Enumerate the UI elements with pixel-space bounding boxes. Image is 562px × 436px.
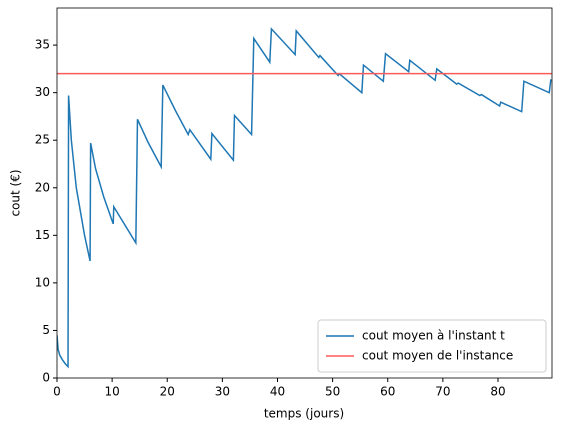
y-tick-label: 0 (42, 371, 50, 385)
y-axis-label: cout (€) (9, 169, 23, 216)
x-tick-label: 70 (435, 385, 450, 399)
x-tick-label: 30 (215, 385, 230, 399)
x-axis-label: temps (jours) (264, 407, 344, 421)
x-tick-label: 50 (325, 385, 340, 399)
plot-frame (56, 7, 553, 379)
x-tick-label: 0 (53, 385, 61, 399)
y-tick-label: 10 (35, 275, 50, 289)
data-line (57, 27, 552, 369)
x-tick-label: 10 (104, 385, 119, 399)
y-tick-label: 25 (35, 133, 50, 147)
y-tick-label: 5 (42, 323, 50, 337)
x-tick-label: 40 (270, 385, 285, 399)
legend-box (317, 319, 547, 373)
y-tick-label: 15 (35, 228, 50, 242)
x-tick-label: 80 (490, 385, 505, 399)
legend-label: cout moyen à l'instant t (362, 329, 505, 343)
x-tick-label: 60 (380, 385, 395, 399)
y-tick-label: 30 (35, 85, 50, 99)
x-tick-label: 20 (160, 385, 175, 399)
legend-label: cout moyen de l'instance (362, 349, 513, 363)
y-tick-label: 35 (35, 38, 50, 52)
y-tick-label: 20 (35, 180, 50, 194)
